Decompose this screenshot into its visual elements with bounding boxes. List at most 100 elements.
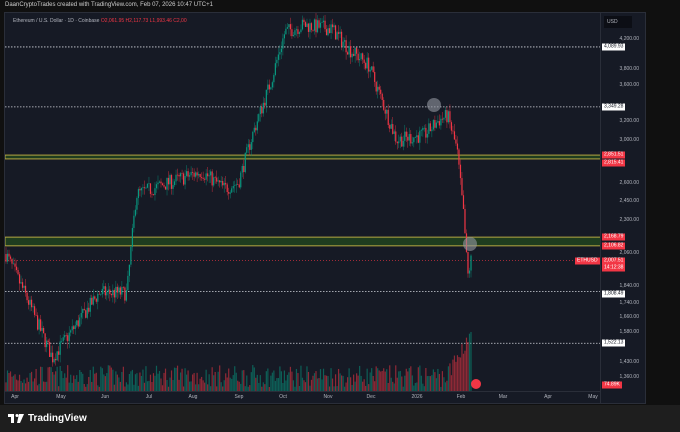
- candle-body: [20, 282, 22, 284]
- volume-bar: [328, 386, 331, 391]
- volume-bar: [288, 372, 290, 391]
- candle-body: [458, 149, 460, 165]
- volume-bar: [125, 382, 127, 391]
- candle-body: [435, 122, 437, 128]
- candle-body: [330, 24, 332, 33]
- volume-bar: [252, 365, 254, 391]
- candle-body: [416, 135, 418, 138]
- volume-bar: [192, 374, 194, 391]
- candle-body: [244, 152, 246, 173]
- volume-bar: [294, 386, 296, 391]
- chart-panel[interactable]: Ethereum / U.S. Dollar · 1D · Coinbase O…: [4, 12, 646, 404]
- volume-bar: [226, 377, 228, 391]
- volume-bar: [86, 384, 88, 391]
- candle-body: [14, 263, 16, 267]
- price-tick: 2,600.00: [619, 179, 639, 186]
- candle-body: [375, 81, 377, 92]
- candle-body: [64, 335, 66, 338]
- candle-body: [283, 34, 285, 39]
- candle-body: [85, 310, 87, 318]
- symbol-legend: Ethereum / U.S. Dollar · 1D · Coinbase O…: [13, 18, 187, 24]
- volume-bar: [164, 368, 167, 391]
- price-tick: 3,600.00: [619, 82, 639, 89]
- volume-bar: [169, 377, 171, 391]
- candle-body: [316, 20, 319, 33]
- volume-bar: [378, 370, 380, 391]
- volume-bar: [384, 371, 386, 391]
- candle-body: [372, 66, 374, 73]
- candle-body: [62, 337, 64, 342]
- volume-bar: [119, 381, 121, 391]
- volume-bar: [208, 374, 210, 391]
- candle-body: [318, 20, 320, 28]
- volume-bar: [59, 366, 61, 391]
- volume-bar: [343, 386, 346, 391]
- volume-bar: [101, 368, 103, 391]
- candle-body: [438, 121, 440, 126]
- candle-body: [270, 87, 272, 90]
- candle-body: [56, 351, 58, 361]
- volume-bar: [375, 366, 377, 391]
- price-chart[interactable]: [5, 13, 601, 393]
- volume-bar: [29, 373, 31, 391]
- price-tick: 1,660.00: [619, 314, 639, 321]
- candle-body: [231, 188, 233, 193]
- candle-body: [331, 24, 334, 28]
- candle-body: [40, 319, 42, 331]
- volume-bar: [268, 386, 270, 391]
- volume-bar: [188, 381, 191, 391]
- candle-body: [340, 31, 343, 47]
- candle-body: [240, 172, 242, 188]
- volume-bar: [368, 384, 370, 391]
- volume-bar: [133, 384, 135, 391]
- volume-bar: [274, 380, 276, 391]
- candle-body: [301, 19, 304, 30]
- candle-body: [246, 147, 248, 153]
- volume-bar: [437, 368, 439, 391]
- volume-bar: [43, 381, 45, 391]
- candle-body: [249, 144, 251, 150]
- volume-bar: [166, 379, 168, 391]
- level-price-label: 4,089.93: [602, 43, 626, 51]
- candle-body: [104, 286, 106, 296]
- volume-bar: [283, 370, 285, 391]
- candle-body: [312, 29, 314, 31]
- volume-bar: [306, 366, 308, 391]
- volume-bar: [273, 370, 275, 391]
- volume-bar: [219, 365, 221, 391]
- candle-body: [354, 47, 356, 56]
- candle-body: [139, 189, 141, 191]
- candle-body: [380, 89, 382, 94]
- volume-bar: [249, 385, 251, 391]
- volume-bar: [128, 373, 130, 391]
- volume-bar: [348, 368, 350, 391]
- volume-bar: [417, 367, 419, 391]
- volume-bar: [85, 386, 87, 391]
- candle-body: [201, 177, 203, 178]
- candle-body: [350, 46, 352, 58]
- volume-bar: [228, 368, 230, 391]
- volume-bar: [389, 365, 391, 391]
- event-flag-icon: [471, 379, 481, 389]
- candle-body: [360, 53, 362, 59]
- zone-price-label: 2,851.51: [602, 151, 626, 159]
- candle-body: [47, 340, 49, 343]
- volume-bar: [70, 374, 72, 391]
- level-price-label: 1,522.13: [602, 339, 626, 347]
- price-axis[interactable]: USD 2,851.51 2,815.41 2,168.79 2,106.82 4,08…: [575, 13, 645, 403]
- volume-bar: [143, 382, 146, 391]
- candle-body: [205, 173, 207, 180]
- candle-body: [220, 180, 222, 183]
- candle-body: [256, 121, 258, 131]
- candle-body: [70, 330, 72, 333]
- time-axis[interactable]: Apr May Jun Jul Aug Sep Oct Nov Dec 2026 Feb Mar Apr…: [5, 391, 601, 403]
- volume-bar: [134, 374, 137, 391]
- volume-bar: [17, 380, 19, 391]
- candle-body: [413, 137, 415, 143]
- candle-body: [464, 208, 466, 234]
- currency-label[interactable]: USD: [604, 16, 632, 28]
- candle-body: [431, 129, 433, 132]
- candle-body: [161, 183, 164, 186]
- volume-bar: [112, 369, 114, 391]
- candle-body: [315, 19, 317, 33]
